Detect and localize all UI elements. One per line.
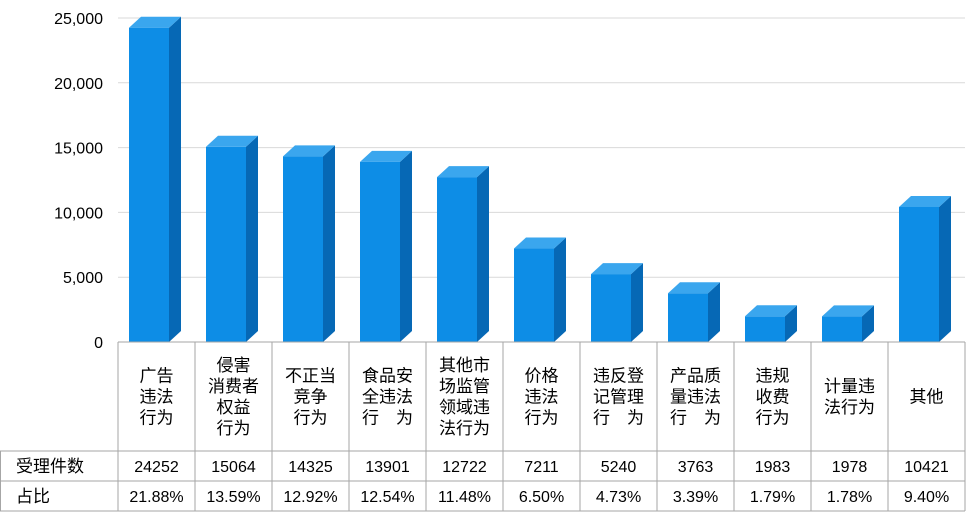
table-cell: 1983	[755, 459, 791, 476]
bar-side	[246, 135, 258, 342]
bar	[129, 16, 181, 342]
bar-front	[206, 146, 246, 342]
category-label: 违规收费行为	[756, 367, 790, 429]
category-label: 其他	[910, 388, 944, 408]
bar	[206, 135, 258, 342]
bar-top	[822, 305, 874, 317]
table-cell: 15064	[211, 459, 256, 476]
table-cell: 1.78%	[827, 489, 872, 506]
bar-top	[668, 282, 720, 294]
bar-front	[283, 156, 323, 342]
category-label: 违反登记管理行 为	[593, 367, 644, 429]
bar-front	[129, 27, 169, 342]
y-tick-label: 5,000	[63, 270, 103, 287]
table-cell: 12722	[442, 459, 487, 476]
table-row-header: 占比	[16, 487, 50, 507]
category-label: 产品质量违法行 为	[670, 367, 721, 429]
bars	[129, 16, 951, 342]
bar-side	[477, 166, 489, 342]
table-cell: 11.48%	[438, 489, 491, 506]
bar-side	[631, 263, 643, 342]
bar-front	[668, 293, 708, 342]
table-cell: 7211	[524, 459, 559, 476]
bar-side	[400, 150, 412, 342]
bar-side	[323, 145, 335, 342]
table-cell: 4.73%	[596, 489, 641, 506]
bar	[745, 305, 797, 342]
table-cell: 5240	[601, 459, 637, 476]
category-label: 食品安全违法行 为	[362, 367, 413, 429]
table-row-header: 受理件数	[16, 457, 84, 477]
category-label: 不正当竞争行为	[285, 367, 336, 429]
bar-front	[591, 274, 631, 342]
bar	[668, 282, 720, 342]
bar-side	[939, 195, 951, 342]
table-cell: 3763	[678, 459, 714, 476]
bar-front	[745, 316, 785, 342]
table-cell: 12.54%	[360, 489, 414, 506]
table-cell: 1978	[832, 459, 868, 476]
bar-front	[899, 206, 939, 342]
bar	[360, 150, 412, 342]
y-tick-label: 15,000	[54, 141, 103, 158]
bar-top	[206, 135, 258, 147]
bar-top	[591, 263, 643, 275]
bar	[283, 145, 335, 342]
bar-top	[745, 305, 797, 317]
y-axis: 0 5,000 10,000 15,000 20,000 25,000	[54, 11, 103, 352]
category-label: 广告违法行为	[140, 367, 174, 429]
bar-top	[283, 145, 335, 157]
y-tick-label: 10,000	[54, 205, 103, 222]
bar	[591, 263, 643, 342]
gridlines	[118, 17, 965, 278]
y-tick-label: 25,000	[54, 11, 103, 28]
table-cell: 12.92%	[283, 489, 337, 506]
bar-side	[862, 305, 874, 342]
bar-top	[129, 16, 181, 28]
bar-side	[554, 237, 566, 342]
bar-top	[514, 237, 566, 249]
bar-front	[822, 316, 862, 342]
table-cell: 13.59%	[206, 489, 260, 506]
table-cell: 24252	[134, 459, 179, 476]
table-cell: 9.40%	[904, 489, 949, 506]
bar-side	[169, 16, 181, 342]
bar	[822, 305, 874, 342]
table-cell: 21.88%	[129, 489, 183, 506]
category-label: 其他市场监管领域违法行为	[439, 356, 490, 439]
table-cell: 13901	[365, 459, 410, 476]
bar-front	[360, 161, 400, 342]
bar-front	[514, 248, 554, 342]
bar	[437, 166, 489, 342]
category-label: 计量违法行为	[824, 377, 875, 418]
table-cell: 3.39%	[673, 489, 718, 506]
table-cell: 1.79%	[750, 489, 795, 506]
bar-top	[360, 150, 412, 162]
bar-top	[437, 166, 489, 178]
bar	[514, 237, 566, 342]
category-label: 侵害消费者权益行为	[208, 356, 259, 439]
bar-side	[708, 282, 720, 342]
y-tick-label: 0	[94, 335, 103, 352]
table-cell: 6.50%	[519, 489, 564, 506]
y-tick-label: 20,000	[54, 76, 103, 93]
table-cell: 14325	[288, 459, 333, 476]
bar-side	[785, 305, 797, 342]
table-cell: 10421	[904, 459, 949, 476]
category-label: 价格违法行为	[525, 367, 559, 429]
bar	[899, 195, 951, 342]
bar-top	[899, 195, 951, 207]
bar-front	[437, 177, 477, 342]
